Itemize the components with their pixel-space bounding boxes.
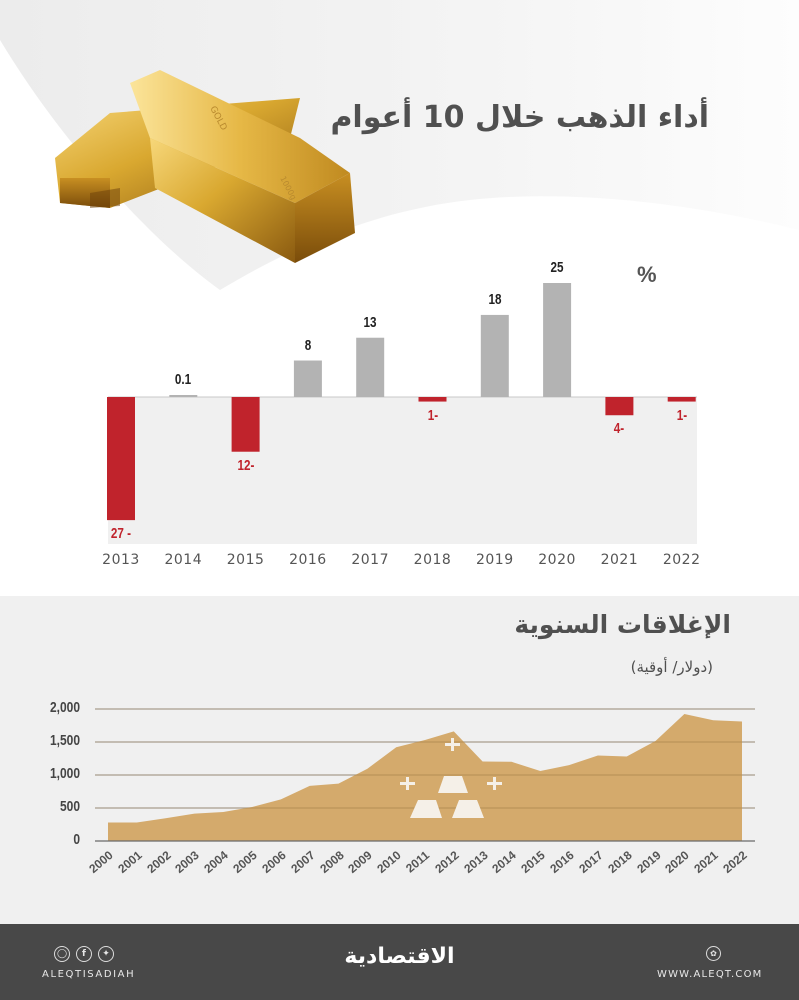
bar-2021 [605,397,634,416]
bar-value-label: 27 - [110,525,132,543]
bar-2017 [356,337,385,397]
x-axis-label: 2020 [538,552,576,568]
x-axis-label: 2015 [226,552,265,568]
x-axis-label: 2018 [413,552,452,568]
top-section: GOLD 1000g أداء الذهب خلال 10 أعوام 27 -… [0,0,799,568]
negative-area-panel [108,397,697,544]
bar-value-label: 1- [676,406,687,424]
page-title: أداء الذهب خلال 10 أعوام [330,100,709,135]
bar-2015 [231,397,260,452]
bar-value-label: 8 [304,336,312,354]
y-axis-label: 2,000 [49,699,80,716]
footer: ◯ f ✦ ALEQTISADIAH الاقتصادية ✿ WWW.ALEQ… [0,924,799,1000]
bar-value-label: 18 [488,290,502,308]
annual-closes-section: الإغلاقات السنوية (دولار/ أوقية) 2,000 1,… [0,596,799,924]
x-axis-label: 2016 [289,552,327,568]
bar-2013 [107,397,135,521]
social-handle[interactable]: ALEQTISADIAH [42,969,136,980]
twitter-icon[interactable]: ✦ [98,946,114,962]
bar-2018 [418,397,447,402]
bar-value-label: 4- [614,420,625,438]
gold-bars-icon [400,738,502,818]
brand-logo: الاقتصادية [344,944,455,969]
x-axis-label: 2021 [600,552,639,568]
area-chart-title: الإغلاقات السنوية [514,610,731,639]
bar-2014 [169,395,198,397]
y-axis-label: 0 [73,831,80,848]
bar-value-label: 0.1 [175,371,192,388]
x-axis-label: 2013 [102,552,140,568]
x-axis-label: 2014 [164,552,203,568]
area-chart [95,708,755,842]
percent-unit: % [637,262,657,287]
bar-2022 [667,397,696,402]
social-icons: ◯ f ✦ [54,946,114,962]
bar-value-label: 25 [550,259,564,276]
x-axis-label: 2019 [475,552,514,568]
y-axis-label: 1,000 [49,765,80,782]
y-axis-label: 500 [59,798,80,815]
x-axis-label: 2017 [351,552,389,568]
gold-bars-image: GOLD 1000g [55,70,355,263]
instagram-icon[interactable]: ◯ [54,946,70,962]
website-link[interactable]: WWW.ALEQT.COM [657,969,763,980]
bar-value-label: 12- [237,456,255,474]
x-axis-label: 2022 [662,552,701,568]
y-axis-label: 1,500 [49,732,80,749]
facebook-icon[interactable]: f [76,946,92,962]
bar-chart [107,283,697,544]
bar-2020 [543,283,572,397]
bar-value-label: 1- [427,406,438,424]
background-swoosh [0,0,799,290]
area-series [108,714,742,841]
web-icon: ✿ [706,946,721,961]
bar-2019 [480,314,509,397]
bar-2016 [293,360,322,397]
area-chart-unit: (دولار/ أوقية) [630,658,713,676]
bar-value-label: 13 [363,313,377,331]
